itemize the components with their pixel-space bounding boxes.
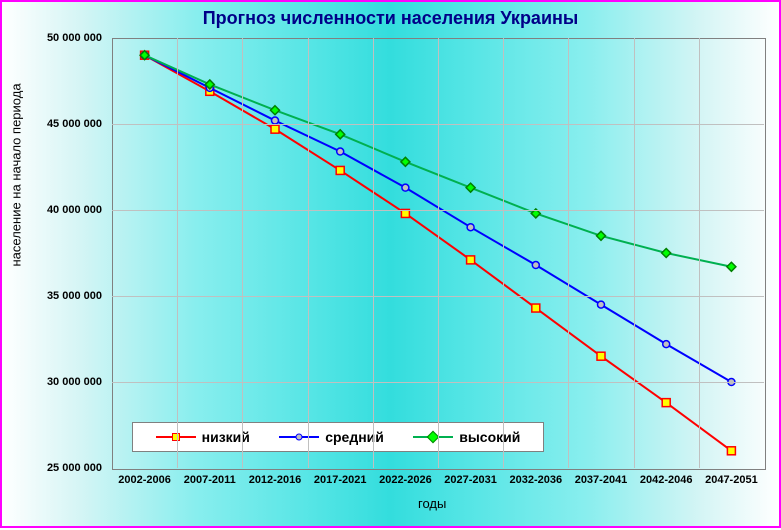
- series-marker: [467, 224, 474, 231]
- series-marker: [272, 117, 279, 124]
- legend-swatch: [156, 430, 196, 444]
- series-marker: [597, 231, 606, 240]
- series-marker: [598, 301, 605, 308]
- gridline-v: [568, 38, 569, 468]
- series-marker: [271, 125, 279, 133]
- series-marker: [662, 249, 671, 258]
- legend-swatch: [413, 430, 453, 444]
- gridline-v: [242, 38, 243, 468]
- series-marker: [337, 148, 344, 155]
- legend-item: средний: [279, 429, 384, 445]
- series-marker: [402, 184, 409, 191]
- chart-container: Прогноз численности населения Украины 25…: [0, 0, 781, 528]
- legend: низкий средний высокий: [132, 422, 544, 452]
- series-marker: [467, 256, 475, 264]
- gridline-v: [308, 38, 309, 468]
- series-marker: [532, 262, 539, 269]
- series-marker: [727, 447, 735, 455]
- series-marker: [597, 352, 605, 360]
- series-marker: [336, 130, 345, 139]
- legend-label: высокий: [459, 429, 520, 445]
- series-marker: [663, 341, 670, 348]
- series-marker: [271, 106, 280, 115]
- gridline-v: [373, 38, 374, 468]
- gridline-v: [634, 38, 635, 468]
- gridline-v: [503, 38, 504, 468]
- gridline-v: [438, 38, 439, 468]
- series-marker: [336, 166, 344, 174]
- gridline-v: [177, 38, 178, 468]
- series-marker: [466, 183, 475, 192]
- series-marker: [532, 304, 540, 312]
- series-marker: [727, 262, 736, 271]
- series-marker: [662, 399, 670, 407]
- legend-item: низкий: [156, 429, 250, 445]
- series-marker: [401, 157, 410, 166]
- legend-label: средний: [325, 429, 384, 445]
- legend-item: высокий: [413, 429, 520, 445]
- gridline-v: [699, 38, 700, 468]
- legend-swatch: [279, 430, 319, 444]
